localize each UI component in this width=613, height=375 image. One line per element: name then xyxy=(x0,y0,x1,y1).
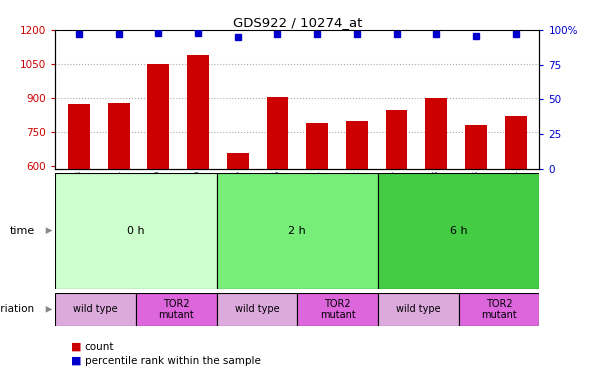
Bar xyxy=(136,292,216,326)
Bar xyxy=(55,172,216,289)
Text: genotype/variation: genotype/variation xyxy=(0,304,35,314)
Text: TOR2
mutant: TOR2 mutant xyxy=(158,298,194,320)
Text: TOR2
mutant: TOR2 mutant xyxy=(481,298,517,320)
Bar xyxy=(465,125,487,169)
Bar xyxy=(306,123,328,169)
Bar xyxy=(267,97,288,169)
Bar xyxy=(108,103,129,169)
Text: wild type: wild type xyxy=(235,304,280,314)
Bar xyxy=(216,292,297,326)
Bar xyxy=(187,55,209,169)
Bar xyxy=(297,292,378,326)
Bar xyxy=(386,110,408,169)
Text: ■: ■ xyxy=(70,342,81,352)
Bar xyxy=(55,292,136,326)
Text: wild type: wild type xyxy=(73,304,118,314)
Bar xyxy=(459,292,539,326)
Text: 2 h: 2 h xyxy=(289,226,306,236)
Bar xyxy=(68,104,90,169)
Bar xyxy=(425,98,447,169)
Text: 0 h: 0 h xyxy=(127,226,145,236)
Text: count: count xyxy=(85,342,114,352)
Bar xyxy=(216,172,378,289)
Text: ■: ■ xyxy=(70,356,81,366)
Bar xyxy=(148,64,169,169)
Text: wild type: wild type xyxy=(396,304,441,314)
Text: time: time xyxy=(10,226,35,236)
Bar xyxy=(227,153,249,169)
Bar xyxy=(504,116,527,169)
Bar xyxy=(378,172,539,289)
Bar xyxy=(378,292,459,326)
Text: 6 h: 6 h xyxy=(450,226,468,236)
Text: TOR2
mutant: TOR2 mutant xyxy=(320,298,356,320)
Bar xyxy=(346,122,368,169)
Title: GDS922 / 10274_at: GDS922 / 10274_at xyxy=(232,16,362,29)
Text: percentile rank within the sample: percentile rank within the sample xyxy=(85,356,261,366)
